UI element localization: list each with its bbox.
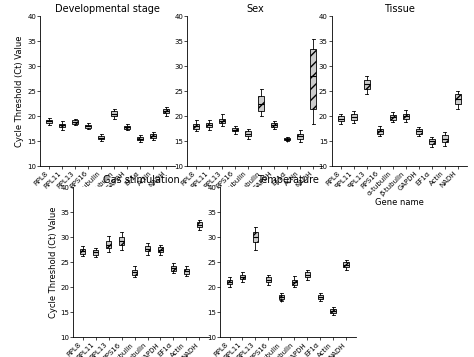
- PathPatch shape: [246, 131, 251, 136]
- PathPatch shape: [206, 123, 212, 127]
- PathPatch shape: [310, 49, 316, 109]
- PathPatch shape: [416, 129, 422, 134]
- Title: Sex: Sex: [246, 4, 264, 14]
- PathPatch shape: [183, 269, 190, 274]
- PathPatch shape: [377, 129, 383, 134]
- PathPatch shape: [455, 94, 461, 104]
- PathPatch shape: [265, 277, 272, 282]
- PathPatch shape: [197, 222, 202, 227]
- Title: Gas stimulation: Gas stimulation: [103, 175, 179, 185]
- PathPatch shape: [351, 114, 357, 120]
- PathPatch shape: [403, 114, 409, 119]
- X-axis label: Gene name: Gene name: [83, 198, 132, 207]
- PathPatch shape: [132, 270, 137, 275]
- PathPatch shape: [304, 272, 310, 277]
- PathPatch shape: [318, 295, 323, 300]
- PathPatch shape: [59, 124, 65, 127]
- PathPatch shape: [258, 96, 264, 111]
- Title: Temperature: Temperature: [257, 175, 319, 185]
- PathPatch shape: [297, 134, 303, 139]
- PathPatch shape: [344, 262, 349, 267]
- PathPatch shape: [124, 126, 130, 129]
- PathPatch shape: [271, 123, 277, 126]
- PathPatch shape: [73, 120, 78, 124]
- PathPatch shape: [364, 80, 370, 89]
- PathPatch shape: [232, 128, 238, 131]
- PathPatch shape: [99, 136, 104, 139]
- PathPatch shape: [279, 295, 284, 300]
- PathPatch shape: [85, 125, 91, 127]
- PathPatch shape: [219, 119, 225, 123]
- Y-axis label: Cycle Threshold (Ct) Value: Cycle Threshold (Ct) Value: [15, 35, 24, 147]
- PathPatch shape: [111, 111, 117, 116]
- PathPatch shape: [330, 310, 337, 313]
- PathPatch shape: [292, 280, 297, 285]
- PathPatch shape: [137, 137, 143, 140]
- PathPatch shape: [239, 275, 246, 280]
- PathPatch shape: [164, 109, 169, 113]
- PathPatch shape: [390, 115, 396, 120]
- Title: Developmental stage: Developmental stage: [55, 4, 160, 14]
- PathPatch shape: [171, 266, 176, 271]
- PathPatch shape: [338, 116, 344, 121]
- PathPatch shape: [227, 280, 232, 285]
- PathPatch shape: [253, 232, 258, 242]
- PathPatch shape: [106, 241, 111, 248]
- PathPatch shape: [145, 246, 150, 251]
- X-axis label: Gene name: Gene name: [375, 198, 424, 207]
- Y-axis label: Cycle Threshold (Ct) Value: Cycle Threshold (Ct) Value: [48, 207, 57, 318]
- PathPatch shape: [157, 247, 164, 252]
- PathPatch shape: [150, 134, 156, 138]
- PathPatch shape: [429, 139, 435, 144]
- PathPatch shape: [92, 250, 99, 255]
- X-axis label: Gene name: Gene name: [230, 198, 279, 207]
- PathPatch shape: [118, 237, 125, 245]
- Title: Tissue: Tissue: [384, 4, 415, 14]
- PathPatch shape: [442, 135, 448, 142]
- PathPatch shape: [80, 249, 85, 254]
- PathPatch shape: [46, 120, 52, 122]
- PathPatch shape: [284, 137, 290, 140]
- PathPatch shape: [193, 124, 199, 129]
